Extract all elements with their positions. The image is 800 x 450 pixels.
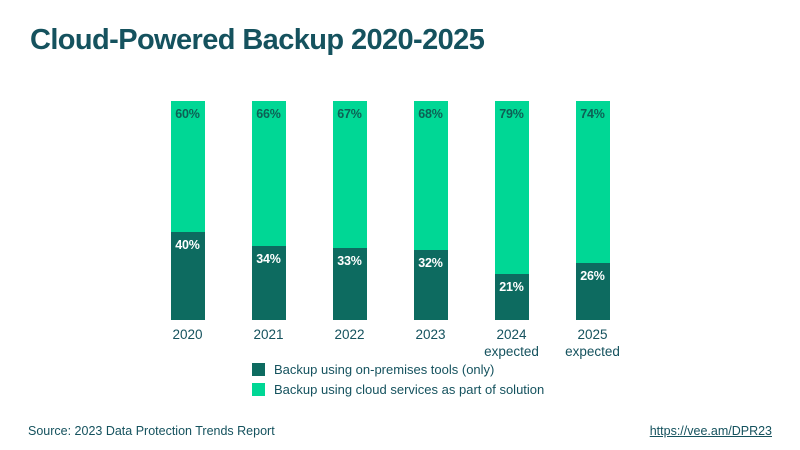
- category-label: 2025 expected: [565, 327, 620, 359]
- legend-item-on-premises: Backup using on-premises tools (only): [252, 362, 544, 377]
- value-label: 66%: [256, 107, 281, 121]
- cloud-segment: 74%: [575, 101, 610, 264]
- stacked-bar-chart: 60% 40% 2020 66% 34% 2021 67% 33% 2022 68% 32% 2023…: [147, 101, 633, 361]
- value-label: 33%: [337, 253, 362, 268]
- value-label: 21%: [499, 280, 524, 294]
- legend-label: Backup using cloud services as part of s…: [274, 382, 545, 397]
- cloud-segment: 67%: [332, 101, 367, 248]
- source-attribution: Source: 2023 Data Protection Trends Repo…: [28, 424, 275, 438]
- category-label: 2021: [253, 327, 284, 342]
- category-label: 2022: [334, 327, 365, 342]
- cloud-segment: 60%: [170, 101, 205, 233]
- onprem-segment: 26%: [575, 263, 610, 320]
- cloud-segment: 68%: [413, 101, 448, 250]
- bar-group-2023: 68% 32% 2023: [390, 101, 471, 361]
- bar-group-2025: 74% 26% 2025 expected: [552, 101, 633, 361]
- value-label: 32%: [418, 255, 443, 270]
- stacked-bar: 60% 40%: [170, 101, 205, 320]
- onprem-segment: 34%: [251, 245, 286, 320]
- bar-group-2021: 66% 34% 2021: [228, 101, 309, 361]
- stacked-bar: 68% 32%: [413, 101, 448, 320]
- value-label: 68%: [418, 107, 443, 121]
- bar-group-2020: 60% 40% 2020: [147, 101, 228, 361]
- value-label: 79%: [499, 107, 524, 121]
- onprem-segment: 40%: [170, 232, 205, 320]
- stacked-bar: 67% 33%: [332, 101, 367, 320]
- value-label: 26%: [580, 269, 605, 284]
- category-label: 2020: [172, 327, 203, 342]
- value-label: 40%: [175, 238, 200, 253]
- legend-item-cloud: Backup using cloud services as part of s…: [252, 382, 544, 397]
- on-premises-swatch: [252, 363, 265, 376]
- onprem-segment: 33%: [332, 247, 367, 320]
- value-label: 60%: [175, 107, 200, 121]
- value-label: 67%: [337, 107, 362, 121]
- chart-legend: Backup using on-premises tools (only) Ba…: [252, 362, 544, 397]
- cloud-swatch: [252, 383, 265, 396]
- bar-group-2024: 79% 21% 2024 expected: [471, 101, 552, 361]
- cloud-segment: 66%: [251, 101, 286, 246]
- stacked-bar: 79% 21%: [494, 101, 529, 320]
- value-label: 74%: [580, 107, 605, 121]
- stacked-bar: 66% 34%: [251, 101, 286, 320]
- category-label: 2024 expected: [484, 327, 539, 359]
- onprem-segment: 21%: [494, 274, 529, 320]
- report-link[interactable]: https://vee.am/DPR23: [649, 424, 772, 438]
- category-label: 2023: [415, 327, 446, 342]
- bar-group-2022: 67% 33% 2022: [309, 101, 390, 361]
- stacked-bar: 74% 26%: [575, 101, 610, 320]
- page-title: Cloud-Powered Backup 2020-2025: [30, 24, 485, 56]
- onprem-segment: 32%: [413, 249, 448, 320]
- cloud-segment: 79%: [494, 101, 529, 274]
- value-label: 34%: [256, 251, 281, 266]
- legend-label: Backup using on-premises tools (only): [274, 362, 495, 377]
